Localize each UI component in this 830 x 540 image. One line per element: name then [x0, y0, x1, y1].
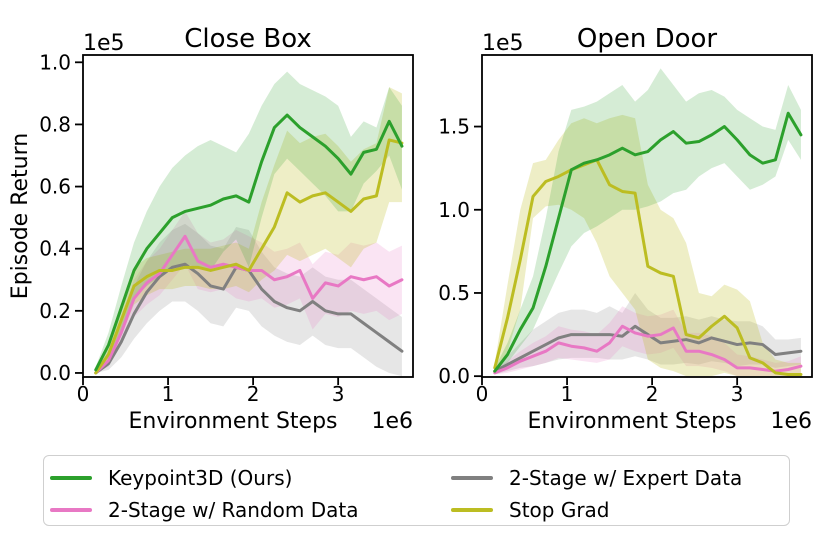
y-tick-label: 1.5	[438, 115, 470, 139]
y-axis-offset-label: 1e5	[482, 31, 524, 56]
x-axis-offset-label: 1e6	[371, 409, 413, 434]
plot-area	[94, 71, 404, 377]
x-axis-offset-label: 1e6	[770, 409, 812, 434]
series-band-stop-grad	[494, 114, 801, 377]
series-line-stop-grad	[94, 138, 404, 375]
x-axis-label: Environment Steps	[128, 409, 337, 434]
y-tick-label: 0.5	[438, 281, 470, 305]
axes-spines	[481, 54, 813, 378]
y-tick-label: 0.6	[39, 175, 71, 199]
y-tick-label: 0.8	[39, 112, 71, 136]
legend-item-stop-grad: Stop Grad	[451, 494, 742, 526]
x-tick-label: 2	[646, 382, 659, 406]
series-line-2-stage-w-random-data	[493, 324, 803, 375]
plot-area	[493, 68, 803, 377]
legend: Keypoint3D (Ours) 2-Stage w/ Random Data…	[43, 455, 790, 526]
legend-label-expert-data: 2-Stage w/ Expert Data	[509, 466, 743, 490]
close-box-panel: 0 1 2 3 0.0 0.2 0.4 0.6 0.8 1.0 Close Box 1e5 Enviro…	[8, 24, 414, 434]
y-tick-label: 0.0	[438, 364, 470, 388]
y-tick-label: 0.4	[39, 237, 71, 261]
series-band-stop-grad	[95, 87, 402, 373]
x-tick-label: 0	[77, 382, 90, 406]
y-tick-label: 0.0	[39, 361, 71, 385]
legend-swatch-stop-grad	[451, 508, 493, 512]
legend-item-expert-data: 2-Stage w/ Expert Data	[451, 462, 742, 494]
legend-swatch-random-data	[50, 508, 92, 512]
legend-item-random-data: 2-Stage w/ Random Data	[50, 494, 358, 526]
charts-canvas: 0 1 2 3 0.0 0.2 0.4 0.6 0.8 1.0 Close Box 1e5 Enviro…	[8, 24, 813, 434]
y-axis-offset-label: 1e5	[83, 31, 125, 56]
y-axis: 0.0 0.5 1.0 1.5	[438, 115, 482, 388]
y-tick-label: 1.0	[438, 198, 470, 222]
panel-title: Close Box	[184, 24, 311, 54]
y-tick-label: 1.0	[39, 50, 71, 74]
legend-label-random-data: 2-Stage w/ Random Data	[108, 498, 359, 522]
y-tick-label: 0.2	[39, 299, 71, 323]
series-band-2-stage-w-expert-data	[95, 223, 402, 377]
legend-column-left: Keypoint3D (Ours) 2-Stage w/ Random Data	[50, 462, 358, 526]
x-tick-label: 1	[162, 382, 175, 406]
legend-column-right: 2-Stage w/ Expert Data Stop Grad	[451, 462, 742, 526]
legend-swatch-keypoint3d	[50, 476, 92, 480]
x-tick-label: 1	[561, 382, 574, 406]
legend-item-keypoint3d: Keypoint3D (Ours)	[50, 462, 358, 494]
legend-label-stop-grad: Stop Grad	[509, 498, 610, 522]
open-door-panel: 0 1 2 3 0.0 0.5 1.0 1.5 Open Door 1e5 Environment …	[438, 24, 813, 434]
axes-spines	[82, 54, 414, 378]
y-axis: 0.0 0.2 0.4 0.6 0.8 1.0	[39, 50, 83, 385]
x-tick-label: 3	[731, 382, 744, 406]
series-line-keypoint3d-ours	[493, 111, 803, 373]
x-tick-label: 2	[247, 382, 260, 406]
panel-title: Open Door	[577, 24, 718, 54]
legend-swatch-expert-data	[451, 476, 493, 480]
x-axis: 0 1 2 3	[77, 377, 345, 406]
series-line-keypoint3d-ours	[94, 113, 404, 372]
x-axis-label: Environment Steps	[527, 409, 736, 434]
x-tick-label: 3	[332, 382, 345, 406]
x-tick-label: 0	[476, 382, 489, 406]
series-band-2-stage-w-random-data	[95, 211, 402, 373]
series-band-keypoint3d-ours	[494, 68, 801, 373]
y-axis-label: Episode Return	[8, 133, 33, 299]
legend-label-keypoint3d: Keypoint3D (Ours)	[108, 466, 293, 490]
series-line-stop-grad	[493, 158, 803, 377]
x-axis: 0 1 2 3	[476, 377, 744, 406]
series-line-2-stage-w-expert-data	[493, 324, 803, 373]
